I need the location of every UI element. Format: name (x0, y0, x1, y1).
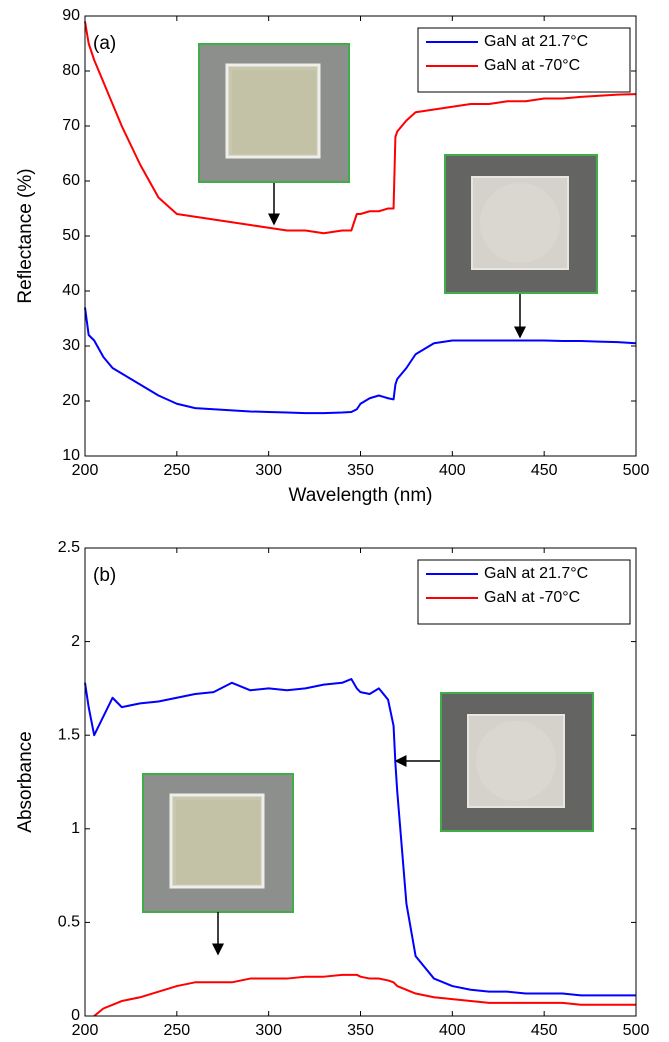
legend-box (417, 559, 631, 625)
x-tick-label: 200 (72, 462, 99, 479)
y-tick-label: 50 (62, 227, 80, 244)
x-tick-label: 450 (531, 462, 558, 479)
photo (141, 772, 295, 914)
y-tick-label: 0.5 (58, 914, 80, 931)
series-line (84, 678, 636, 997)
y-tick-label: 90 (62, 7, 80, 24)
legend-label: GaN at -70°C (484, 57, 580, 74)
x-tick-label: 400 (439, 462, 466, 479)
series-line (84, 21, 637, 235)
legend-label: GaN at 21.7°C (484, 565, 588, 582)
x-tick-label: 400 (439, 1022, 466, 1039)
photo (197, 42, 351, 184)
series-line (93, 973, 636, 1017)
photo (444, 154, 598, 294)
legend: GaN at 21.7°C GaN at -70°C (417, 27, 631, 93)
y-tick-label: 1 (71, 820, 80, 837)
y-tick-label: 0 (71, 1007, 80, 1024)
y-tick-label: 30 (62, 337, 80, 354)
y-tick-label: 70 (62, 117, 80, 134)
y-tick-label: 1.5 (58, 726, 80, 743)
y-tick-label: 40 (62, 282, 80, 299)
panel-label: (b) (93, 565, 116, 586)
x-tick-label: 450 (531, 1022, 558, 1039)
y-tick-label: 10 (62, 447, 80, 464)
axes-frame (84, 547, 637, 1017)
x-tick-label: 250 (163, 1022, 190, 1039)
y-axis-label: Absorbance (15, 731, 36, 832)
inset-photos (141, 42, 598, 956)
x-tick-label: 350 (347, 462, 374, 479)
x-tick-label: 500 (623, 1022, 650, 1039)
panel-label: (a) (93, 33, 116, 54)
axes-frame (84, 15, 637, 457)
x-tick-label: 300 (255, 462, 282, 479)
y-tick-label: 60 (62, 172, 80, 189)
y-tick-label: 20 (62, 392, 80, 409)
legend-label: GaN at 21.7°C (484, 33, 588, 50)
legend-label: GaN at -70°C (484, 589, 580, 606)
legend: GaN at 21.7°C GaN at -70°C (417, 559, 631, 625)
y-tick-label: 2 (71, 633, 80, 650)
x-tick-label: 350 (347, 1022, 374, 1039)
y-axis-label: Reflectance (%) (15, 168, 36, 303)
x-tick-label: 250 (163, 462, 190, 479)
x-axis-label: Wavelength (nm) (289, 485, 433, 506)
legend-box (417, 27, 631, 93)
series-line (84, 307, 637, 415)
x-tick-label: 500 (623, 462, 650, 479)
photo (440, 692, 594, 832)
y-tick-label: 2.5 (58, 539, 80, 556)
y-tick-label: 80 (62, 62, 80, 79)
x-tick-label: 200 (72, 1022, 99, 1039)
x-tick-label: 300 (255, 1022, 282, 1039)
